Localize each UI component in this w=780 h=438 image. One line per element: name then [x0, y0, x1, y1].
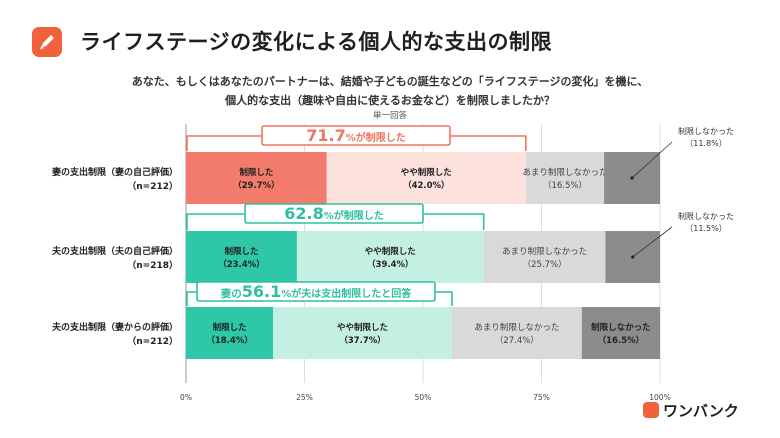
segment-name: 制限しなかった — [591, 322, 651, 333]
callout-dot — [631, 255, 635, 259]
annotation-box — [244, 203, 424, 224]
annotation-text: 妻の56.1%が夫は支出制限したと回答 — [221, 282, 413, 301]
callout-dot — [630, 176, 634, 180]
bar-segment — [326, 152, 526, 204]
segment-value: （16.5%） — [543, 180, 587, 191]
callout-line — [631, 141, 673, 179]
annotation-value: 71.7 — [306, 126, 345, 145]
annotation-prefix: 妻の — [221, 287, 242, 300]
callout-line — [632, 226, 673, 258]
survey-question-line2: 個人的な支出（趣味や自由に使えるお金など）を制限しましたか？ — [225, 94, 555, 107]
bar-segment — [186, 307, 274, 359]
annotation-box — [261, 125, 451, 146]
segment-value: （29.7%） — [233, 180, 280, 191]
annotation-text: 62.8%が制限した — [284, 204, 384, 223]
annotation-value: 56.1 — [242, 282, 281, 301]
pencil-icon — [40, 35, 54, 50]
x-tick-label: 0% — [180, 393, 192, 402]
annotation-box — [196, 281, 436, 302]
callout-name: 制限しなかった — [678, 126, 734, 136]
annotation-text: 71.7%が制限した — [306, 126, 406, 145]
bar-segment — [273, 307, 452, 359]
x-tick-label: 100% — [649, 393, 670, 402]
answer-type-note: 単一回答 — [372, 111, 407, 121]
segment-name: あまり制限しなかった — [522, 167, 607, 178]
annotation-suffix: %が制限した — [346, 131, 406, 144]
category-label: 夫の支出制限（夫の自己評価） — [52, 245, 178, 257]
segment-name: やや制限した — [365, 246, 416, 257]
category-sample-size: （n=212） — [127, 181, 178, 192]
segment-value: （23.4%） — [218, 259, 265, 270]
annotation-value: 62.8 — [284, 204, 323, 223]
annotation-suffix: %が夫は支出制限したと回答 — [281, 287, 412, 300]
callout-value: （11.8%） — [685, 139, 726, 148]
segment-value: （18.4%） — [206, 335, 253, 346]
page-title: ライフステージの変化による個人的な支出の制限 — [80, 30, 552, 54]
category-sample-size: （n=212） — [127, 336, 178, 347]
bar-segment — [525, 152, 605, 204]
brand-pencil-icon — [643, 402, 659, 418]
app-logo — [32, 27, 62, 57]
category-label: 夫の支出制限（妻からの評価） — [52, 321, 178, 333]
category-sample-size: （n=218） — [127, 260, 178, 271]
segment-value: （37.7%） — [339, 335, 386, 346]
bar-segment — [186, 152, 327, 204]
callout-value: （11.5%） — [685, 224, 726, 233]
segment-value: （27.4%） — [495, 335, 539, 346]
survey-question-line1: あなた、もしくはあなたのパートナーは、結婚や子どもの誕生などの「ライフステージの… — [131, 75, 649, 88]
segment-name: やや制限した — [337, 322, 388, 333]
segment-name: やや制限した — [401, 167, 452, 178]
bar-segment — [483, 231, 606, 283]
segment-name: 制限した — [239, 167, 273, 178]
segment-name: あまり制限しなかった — [474, 322, 559, 333]
x-tick-label: 25% — [296, 393, 313, 402]
annotation-suffix: %が制限した — [324, 209, 384, 222]
bar-segment — [581, 307, 660, 359]
callout-name: 制限しなかった — [678, 211, 734, 221]
segment-value: （42.0%） — [403, 180, 450, 191]
bar-segment — [296, 231, 484, 283]
x-tick-label: 50% — [415, 393, 432, 402]
bar-segment — [451, 307, 582, 359]
brand-name: ワンバンク — [663, 402, 739, 420]
x-tick-label: 75% — [533, 393, 550, 402]
category-label: 妻の支出制限（妻の自己評価） — [52, 166, 178, 178]
segment-name: あまり制限しなかった — [502, 246, 587, 257]
segment-value: （39.4%） — [367, 259, 414, 270]
segment-value: （16.5%） — [598, 335, 645, 346]
bar-segment — [186, 231, 297, 283]
segment-value: （25.7%） — [523, 259, 567, 270]
segment-name: 制限した — [213, 322, 247, 333]
segment-name: 制限した — [224, 246, 258, 257]
